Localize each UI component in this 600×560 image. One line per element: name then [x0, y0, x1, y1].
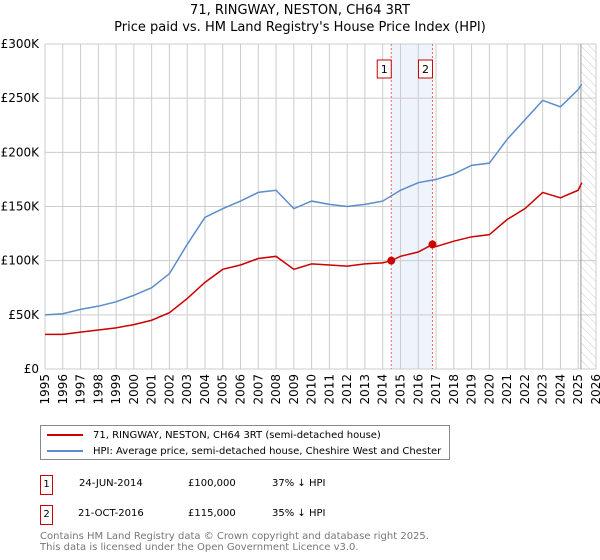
x-tick-label: 1999 — [109, 374, 123, 405]
x-tick-label: 2002 — [162, 374, 176, 405]
series-line — [44, 83, 583, 316]
sale-point — [387, 256, 396, 265]
marker-label: 2 — [422, 63, 429, 76]
x-tick-label: 2025 — [571, 374, 585, 405]
x-tick-label: 2012 — [340, 374, 354, 405]
x-tick-label: 2000 — [127, 374, 141, 405]
x-tick-label: 2008 — [269, 374, 283, 405]
footer-line: This data is licensed under the Open Gov… — [40, 542, 359, 553]
sale-marker-badge: 1 — [40, 475, 53, 495]
legend-item-hpi: HPI: Average price, semi-detached house,… — [47, 443, 441, 459]
chart-subtitle: Price paid vs. HM Land Registry's House … — [114, 20, 486, 35]
y-tick-label: £100K — [1, 254, 41, 268]
legend-item-property: 71, RINGWAY, NESTON, CH64 3RT (semi-deta… — [47, 427, 441, 443]
x-tick-label: 2017 — [429, 374, 443, 405]
marker-badge — [417, 59, 433, 79]
chart: 1995 1996 1997 1998 1999 2000 2001 2002 2003 2004… — [1, 37, 600, 405]
y-tick-label: £250K — [1, 91, 41, 105]
chart-title: 71, RINGWAY, NESTON, CH64 3RT — [190, 3, 410, 18]
legend-label: HPI: Average price, semi-detached house,… — [93, 445, 442, 457]
x-tick-label: 2019 — [465, 374, 479, 405]
marker-badge — [376, 59, 392, 79]
footer: Contains HM Land Registry data © Crown c… — [40, 531, 429, 553]
x-tick-label: 2016 — [411, 374, 425, 405]
x-tick-label: 2007 — [251, 374, 265, 405]
series-line — [45, 182, 583, 336]
footer-line: Contains HM Land Registry data © Crown c… — [40, 531, 429, 542]
y-tick-label: £300K — [1, 37, 41, 51]
y-tick-label: £50K — [8, 308, 40, 322]
x-tick-label: 2013 — [358, 374, 372, 405]
red-line-swatch — [47, 434, 83, 436]
marker-label: 1 — [381, 63, 388, 76]
y-tick-label: £200K — [1, 145, 41, 159]
y-tick-label: £150K — [1, 200, 41, 214]
x-tick-label: 1995 — [38, 374, 52, 405]
x-tick-label: 2010 — [305, 374, 319, 405]
sale-hpi-diff: 35% ↓ HPI — [272, 508, 326, 519]
x-tick-label: 2004 — [198, 374, 212, 405]
x-tick-label: 2009 — [287, 374, 301, 405]
x-tick-label: 2003 — [180, 374, 194, 405]
x-tick-label: 2023 — [536, 374, 550, 405]
sale-date: 24-JUN-2014 — [79, 478, 143, 489]
x-tick-label: 2001 — [145, 374, 159, 405]
sale-marker-badge: 2 — [40, 505, 53, 525]
x-tick-label: 2020 — [482, 374, 496, 405]
x-tick-label: 2005 — [216, 374, 230, 405]
blue-line-swatch — [47, 450, 83, 452]
sale-hpi-diff: 37% ↓ HPI — [272, 478, 326, 489]
x-tick-label: 1997 — [74, 374, 88, 405]
x-tick-label: 2021 — [500, 374, 514, 405]
sale-price: £115,000 — [188, 508, 236, 519]
x-tick-label: 2006 — [234, 374, 248, 405]
sale-price: £100,000 — [188, 478, 236, 489]
sale-point — [428, 240, 437, 249]
x-tick-label: 2024 — [553, 374, 567, 405]
x-tick-label: 2015 — [393, 374, 407, 405]
x-tick-label: 1998 — [91, 374, 105, 405]
x-tick-label: 2026 — [589, 374, 600, 405]
y-tick-label: £0 — [24, 362, 39, 376]
x-tick-label: 2011 — [322, 374, 336, 405]
x-tick-label: 2014 — [376, 374, 390, 405]
sale-date: 21-OCT-2016 — [78, 508, 144, 519]
x-tick-label: 2018 — [447, 374, 461, 405]
legend: 71, RINGWAY, NESTON, CH64 3RT (semi-deta… — [40, 425, 451, 460]
x-tick-label: 1996 — [56, 374, 70, 405]
legend-label: 71, RINGWAY, NESTON, CH64 3RT (semi-deta… — [93, 429, 381, 441]
x-tick-label: 2022 — [518, 374, 532, 405]
